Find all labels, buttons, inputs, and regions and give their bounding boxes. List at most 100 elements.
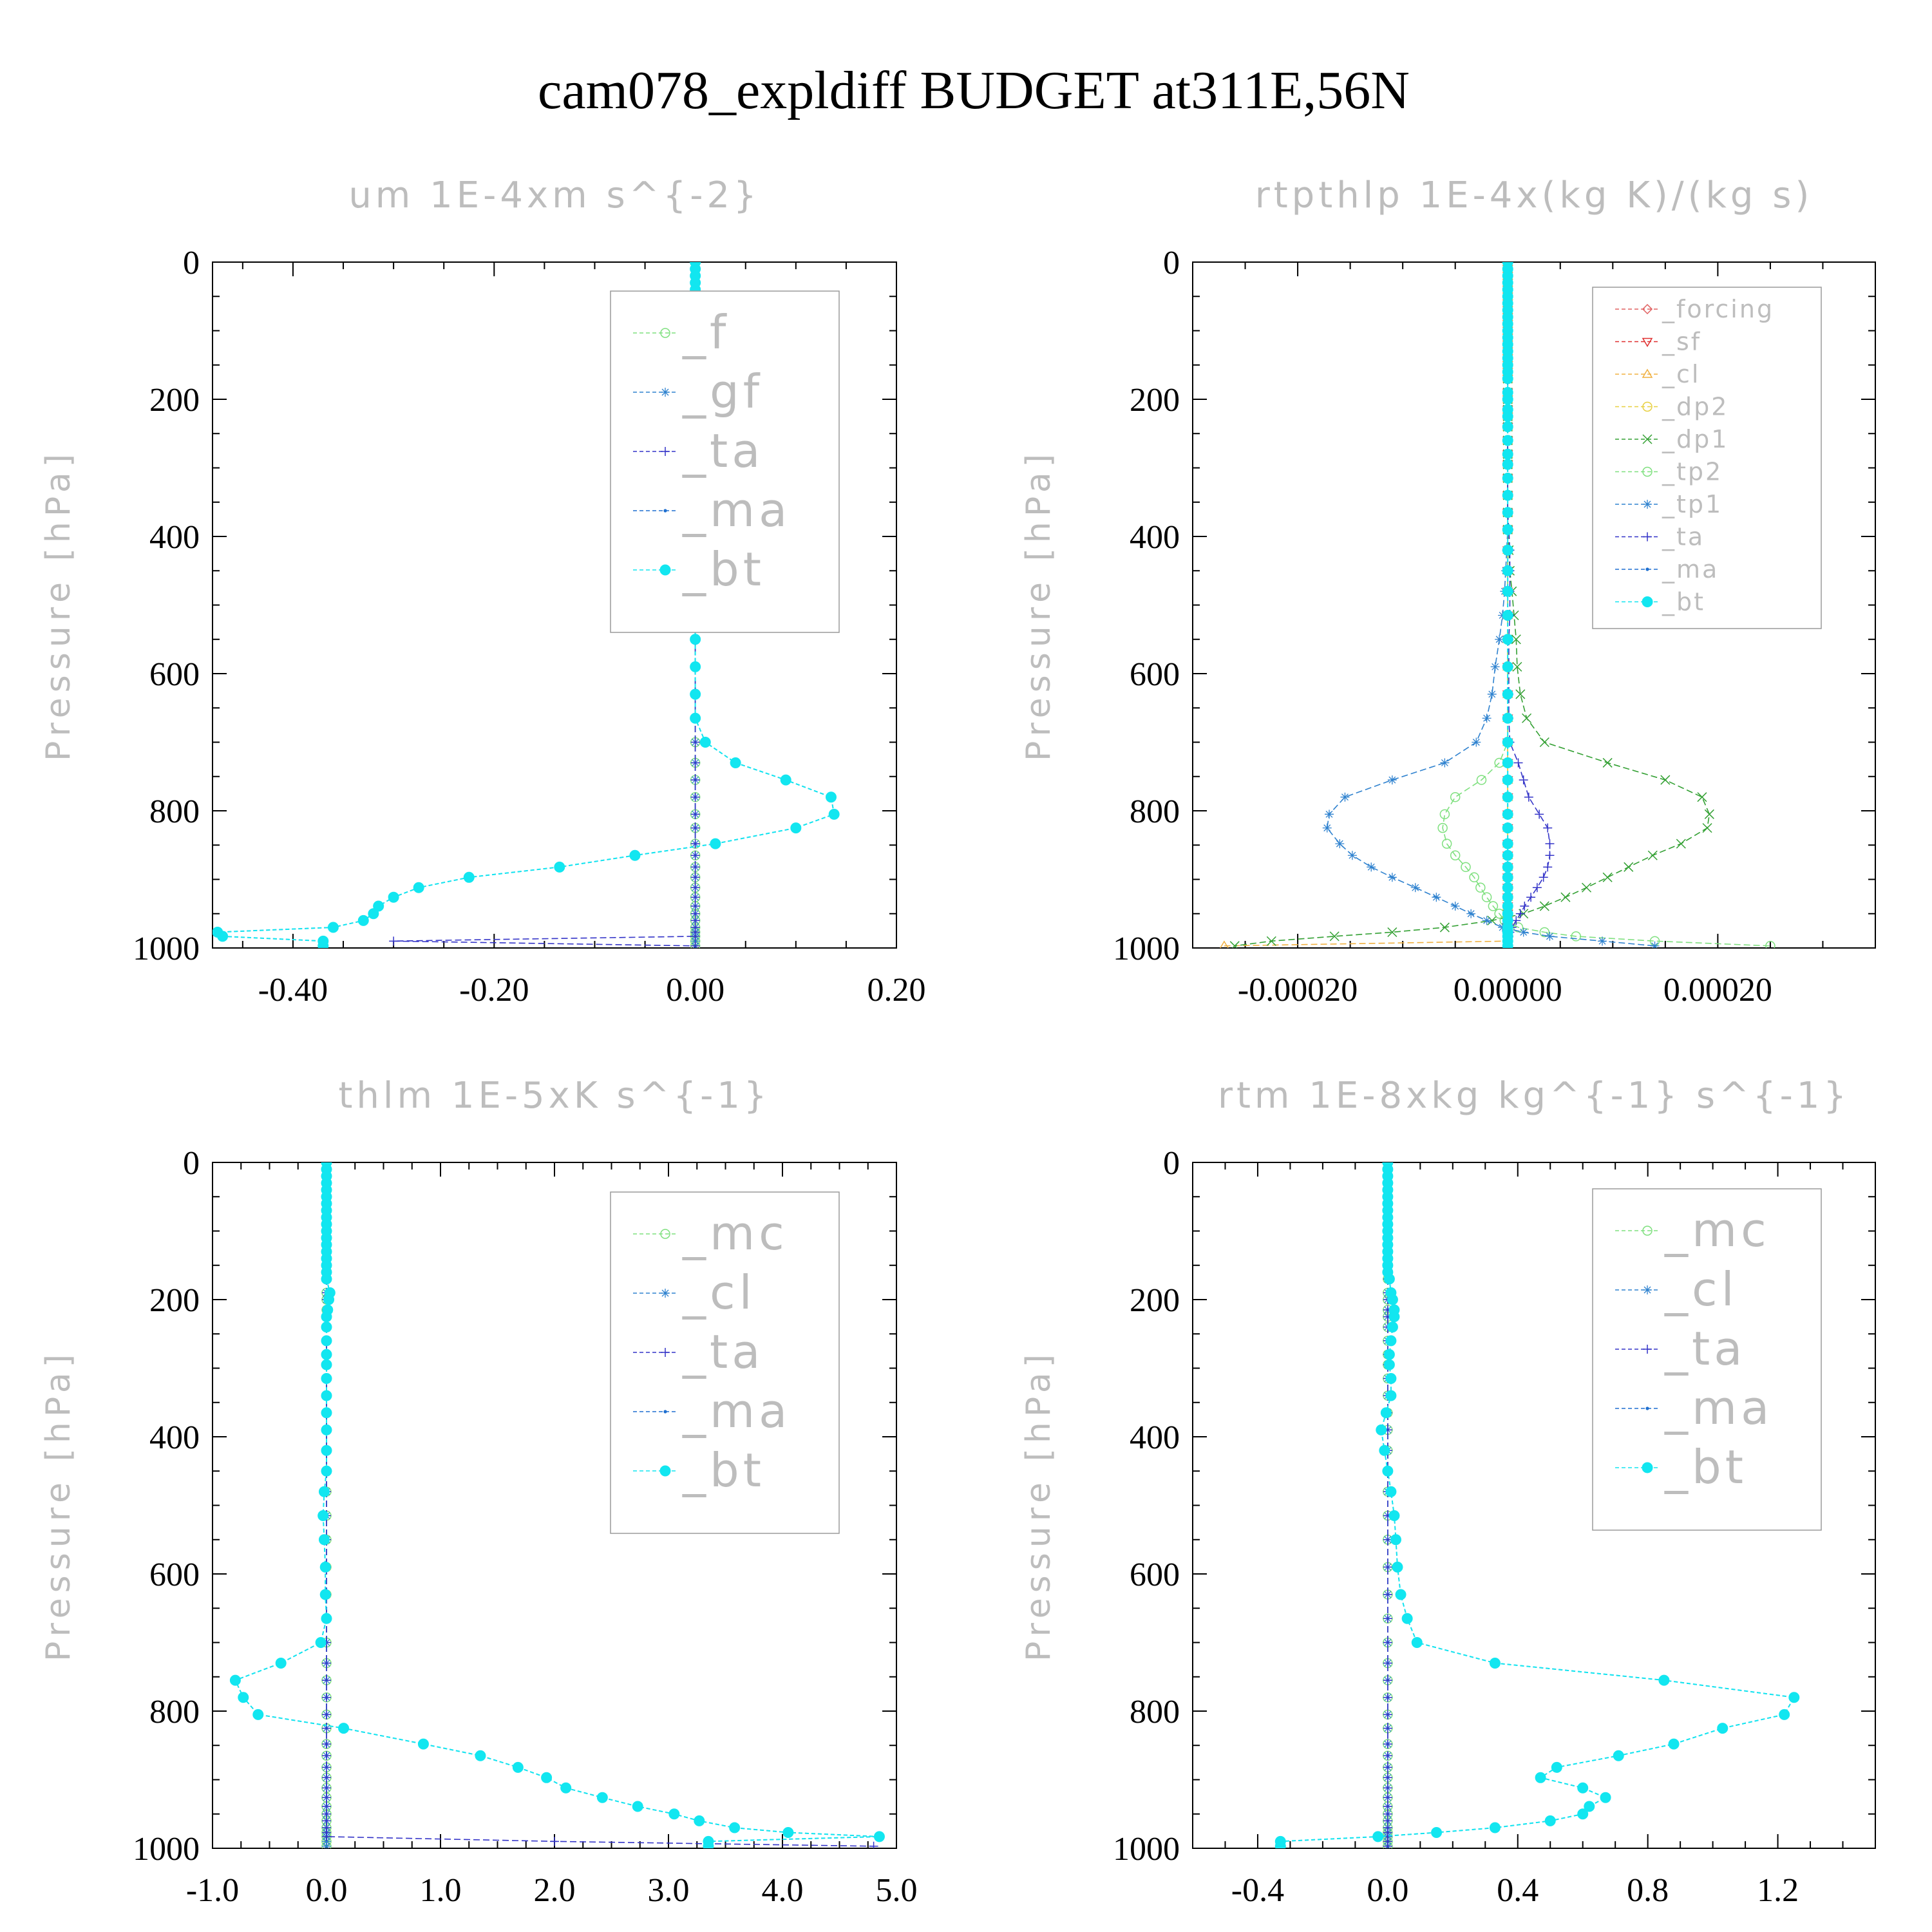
data-point_tp1 bbox=[1432, 893, 1441, 902]
data-point_bt bbox=[632, 1801, 643, 1812]
data-point_ta bbox=[1515, 909, 1525, 918]
data-point_dp1 bbox=[1515, 689, 1526, 699]
data-point_bt bbox=[357, 914, 369, 926]
data-point_bt bbox=[694, 1815, 705, 1826]
data-point_tp2 bbox=[1488, 901, 1499, 911]
panel-title: um 1E-4xm s^{-2} bbox=[348, 175, 760, 216]
legend-entry: _dp1 bbox=[1662, 425, 1728, 453]
legend: _mc_cl_ta_ma_bt bbox=[610, 1191, 840, 1534]
data-point_bt bbox=[1502, 448, 1513, 460]
legend-entry: _bt bbox=[1664, 1440, 1747, 1494]
data-point_bt bbox=[690, 712, 701, 724]
data-point_bt bbox=[1544, 1815, 1556, 1826]
data-point_ta bbox=[690, 737, 700, 747]
data-point_bt bbox=[1502, 634, 1513, 645]
data-point_bt bbox=[315, 1637, 327, 1648]
data-point_bt bbox=[1502, 393, 1513, 405]
data-point_ta bbox=[1519, 775, 1528, 785]
data-point_ta bbox=[1543, 862, 1553, 872]
data-point_tp1 bbox=[1347, 851, 1357, 860]
data-point_ta bbox=[869, 1841, 878, 1848]
data-point_ta bbox=[1535, 810, 1544, 819]
y-tick-label: 800 bbox=[1130, 793, 1180, 830]
x-tick-label: -1.0 bbox=[186, 1872, 239, 1909]
data-point_bt bbox=[321, 1349, 332, 1360]
data-point_dp1 bbox=[1602, 757, 1613, 768]
data-point_tp2 bbox=[1571, 931, 1581, 942]
data-point_cl bbox=[322, 1841, 331, 1848]
data-point_bt bbox=[321, 1424, 332, 1435]
data-point_tp1 bbox=[1482, 714, 1492, 723]
data-point_cl bbox=[322, 1837, 331, 1846]
data-point_dp1 bbox=[1702, 823, 1712, 833]
data-point_tp1 bbox=[1450, 902, 1460, 911]
data-point_ta bbox=[322, 1676, 331, 1685]
data-point_dp1 bbox=[1387, 927, 1397, 938]
legend-marker bbox=[1645, 1406, 1649, 1410]
legend-box bbox=[1592, 1188, 1822, 1531]
data-point_bt bbox=[321, 1390, 332, 1401]
data-point_bt bbox=[1502, 544, 1513, 556]
legend-entry: _tp1 bbox=[1662, 490, 1723, 518]
data-point_tp2 bbox=[1469, 872, 1479, 883]
data-point_bt bbox=[373, 900, 384, 912]
legend-entry: _f bbox=[682, 305, 730, 359]
legend-marker bbox=[1643, 500, 1652, 509]
data-point_ta bbox=[1545, 851, 1555, 860]
data-point_bt bbox=[710, 838, 721, 849]
x-tick-label: 3.0 bbox=[648, 1872, 690, 1909]
x-tick-label: 0.4 bbox=[1497, 1872, 1539, 1909]
data-point_bt bbox=[1383, 1359, 1395, 1370]
data-point_ta bbox=[1526, 893, 1536, 902]
data-point_bt bbox=[729, 1822, 741, 1833]
series-line_tp1 bbox=[1326, 262, 1655, 947]
y-axis-label: Pressure [hPa] bbox=[39, 1349, 78, 1662]
data-point_bt bbox=[321, 1335, 332, 1347]
data-point_ta bbox=[690, 758, 700, 768]
data-point_ta bbox=[322, 1783, 331, 1793]
data-point_ta bbox=[690, 873, 700, 882]
data-point_bt bbox=[1502, 737, 1513, 748]
data-point_bt bbox=[238, 1692, 249, 1703]
legend-entry: _ta bbox=[682, 1325, 764, 1379]
data-point_bt bbox=[463, 871, 475, 883]
data-point_bt bbox=[317, 1510, 329, 1521]
data-point_bt bbox=[1502, 808, 1513, 820]
data-point_bt bbox=[319, 1589, 331, 1600]
y-tick-label: 600 bbox=[1130, 1557, 1180, 1593]
data-point_bt bbox=[554, 861, 565, 873]
data-point_bt bbox=[252, 1709, 264, 1720]
data-point_bt bbox=[229, 1674, 241, 1686]
y-tick-label: 600 bbox=[149, 1557, 200, 1593]
panel-title: rtm 1E-8xkg kg^{-1} s^{-1} bbox=[1218, 1075, 1850, 1117]
data-point_ta bbox=[690, 810, 700, 819]
data-point_bt bbox=[668, 1808, 680, 1820]
data-point_bt bbox=[825, 791, 837, 803]
data-point_bt bbox=[690, 661, 701, 672]
legend: _forcing _sf _cl _dp2 _dp1 _tp2 _tp1 _ta _ma _bt bbox=[1592, 287, 1822, 629]
data-point_bt bbox=[275, 1657, 287, 1669]
data-point_bt bbox=[782, 1827, 794, 1839]
data-point_bt bbox=[1387, 1321, 1398, 1333]
data-point_tp1 bbox=[1545, 931, 1555, 941]
data-point_bt bbox=[1502, 411, 1513, 422]
legend-marker bbox=[1642, 368, 1653, 378]
chart-panel-1: um 1E-4xm s^{-2} Pressure [hPa] 0 200 400 600… bbox=[39, 175, 926, 1009]
legend-box bbox=[1592, 287, 1822, 629]
data-point_ta bbox=[690, 893, 700, 902]
data-point_tp1 bbox=[1387, 873, 1397, 882]
data-point_bt bbox=[703, 1841, 714, 1848]
data-point_bt bbox=[317, 940, 329, 948]
data-point_gf bbox=[690, 936, 700, 946]
data-point_ta bbox=[1383, 1676, 1392, 1685]
legend-entry: _cl bbox=[682, 1265, 756, 1320]
data-point_ta bbox=[1383, 1723, 1392, 1733]
data-point_bt bbox=[1502, 712, 1513, 724]
data-point_tp1 bbox=[1440, 758, 1450, 768]
data-point_bt bbox=[1411, 1637, 1423, 1648]
data-point_bt bbox=[1372, 1831, 1384, 1842]
y-tick-label: 0 bbox=[1163, 245, 1180, 281]
data-point_ta bbox=[322, 1710, 331, 1719]
data-point_bt bbox=[1431, 1827, 1443, 1839]
y-tick-label: 600 bbox=[1130, 656, 1180, 693]
